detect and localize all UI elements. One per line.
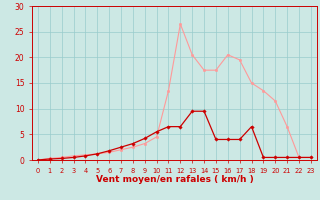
X-axis label: Vent moyen/en rafales ( km/h ): Vent moyen/en rafales ( km/h ) [96, 175, 253, 184]
